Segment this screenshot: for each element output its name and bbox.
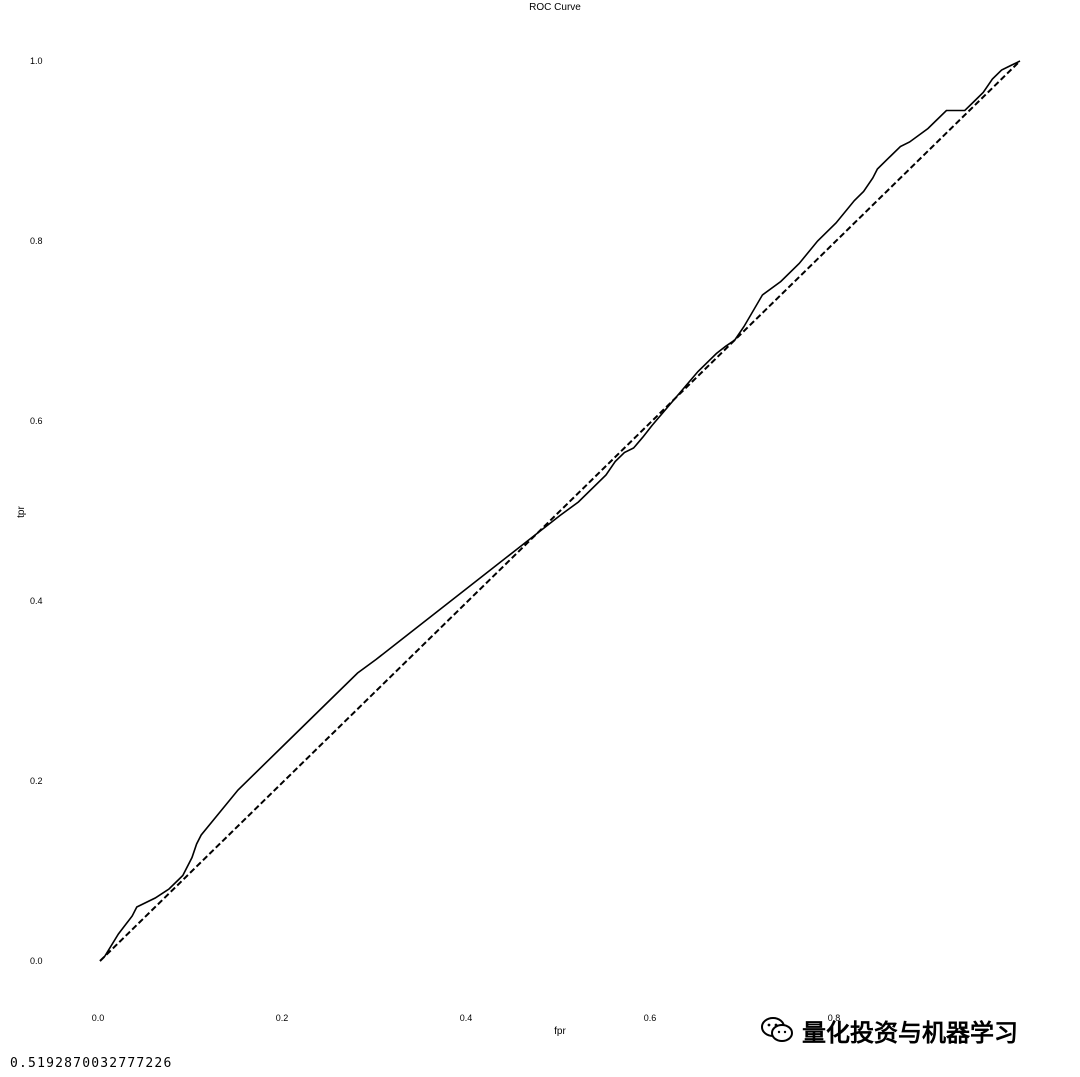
y-axis-label: tpr [16,505,27,517]
x-tick-label: 0.0 [92,1013,105,1023]
series-layer [99,60,1021,962]
y-tick-label: 1.0 [30,56,43,66]
watermark-text: 量化投资与机器学习 [802,1018,1018,1047]
y-tick-label: 0.8 [30,236,43,246]
auc-output: 0.5192870032777226 [10,1056,173,1071]
x-tick-label: 0.4 [460,1013,473,1023]
x-axis-ticks: 0.0 0.2 0.4 0.6 0.8 [92,1013,841,1023]
y-tick-label: 0.4 [30,596,43,606]
x-tick-label: 0.2 [276,1013,289,1023]
chart-title: ROC Curve [529,2,581,13]
wechat-icon [761,1017,793,1042]
y-tick-label: 0.6 [30,416,43,426]
y-tick-label: 0.0 [30,956,43,966]
x-tick-label: 0.8 [828,1013,841,1023]
y-axis-ticks: 0.0 0.2 0.4 0.6 0.8 1.0 [30,56,43,966]
x-tick-label: 0.6 [644,1013,657,1023]
chance-diagonal-line [99,60,1021,962]
roc-chart: ROC Curve 0.00.20.40.60.81.0 0.0 0.2 0.4 0.… [16,2,1021,1037]
x-axis-label: fpr [554,1026,566,1037]
watermark: 量化投资与机器学习 [760,1014,1060,1047]
y-tick-label: 0.2 [30,776,43,786]
roc-curve-line [99,60,1021,962]
